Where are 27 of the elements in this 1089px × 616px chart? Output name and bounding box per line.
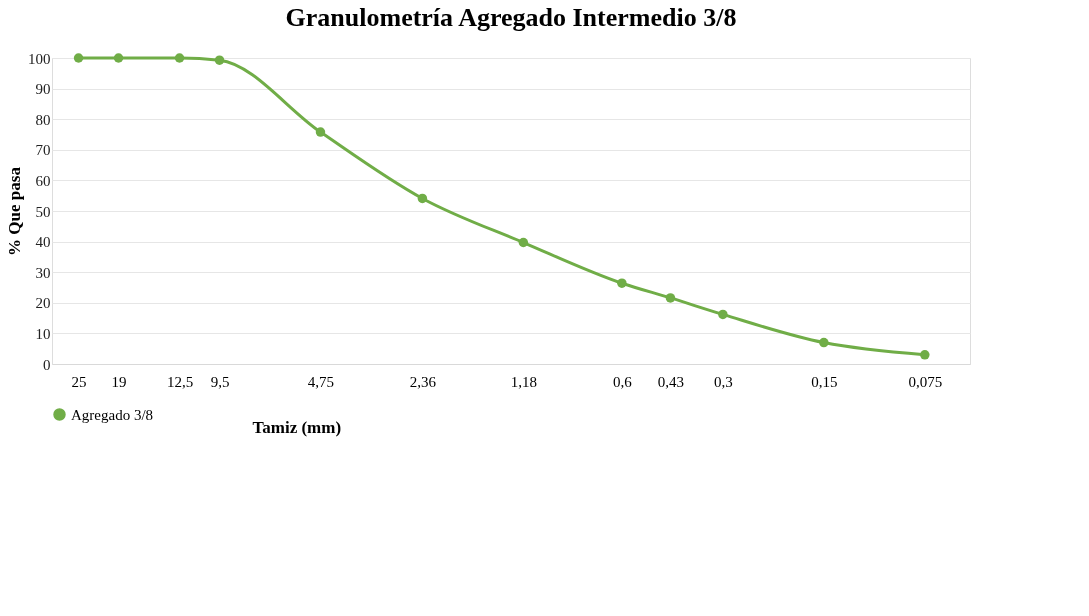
chart-title: Granulometría Agregado Intermedio 3/8 xyxy=(285,3,737,32)
y-tick-label: 70 xyxy=(35,142,51,159)
x-tick-label: 0,075 xyxy=(908,373,943,390)
x-tick-label: 12,5 xyxy=(166,373,194,390)
x-axis-title: Tamiz (mm) xyxy=(252,417,342,437)
y-axis-title: % Que pasa xyxy=(5,166,24,256)
x-tick-label: 1,18 xyxy=(510,373,537,390)
x-tick-label: 19 xyxy=(111,373,127,390)
y-tick-label: 0 xyxy=(43,356,51,373)
x-tick-label: 2,36 xyxy=(409,373,437,390)
x-tick-label: 9,5 xyxy=(210,373,230,390)
y-tick-label: 30 xyxy=(35,264,51,281)
y-tick-label: 60 xyxy=(35,172,51,189)
y-tick-label: 20 xyxy=(35,295,51,312)
y-tick-label: 90 xyxy=(35,81,51,98)
y-tick-label: 10 xyxy=(35,325,51,342)
x-tick-label: 0,15 xyxy=(811,373,838,390)
y-tick-label: 50 xyxy=(35,203,51,220)
y-tick-label: 100 xyxy=(28,50,51,67)
legend-label: Agregado 3/8 xyxy=(71,406,154,423)
x-tick-label: 0,6 xyxy=(613,373,633,390)
x-tick-label: 0,3 xyxy=(713,373,733,390)
y-tick-label: 40 xyxy=(35,234,51,251)
x-tick-label: 4,75 xyxy=(307,373,335,390)
y-tick-label: 80 xyxy=(35,111,51,128)
x-tick-label: 25 xyxy=(71,373,87,390)
x-tick-label: 0,43 xyxy=(657,373,685,390)
